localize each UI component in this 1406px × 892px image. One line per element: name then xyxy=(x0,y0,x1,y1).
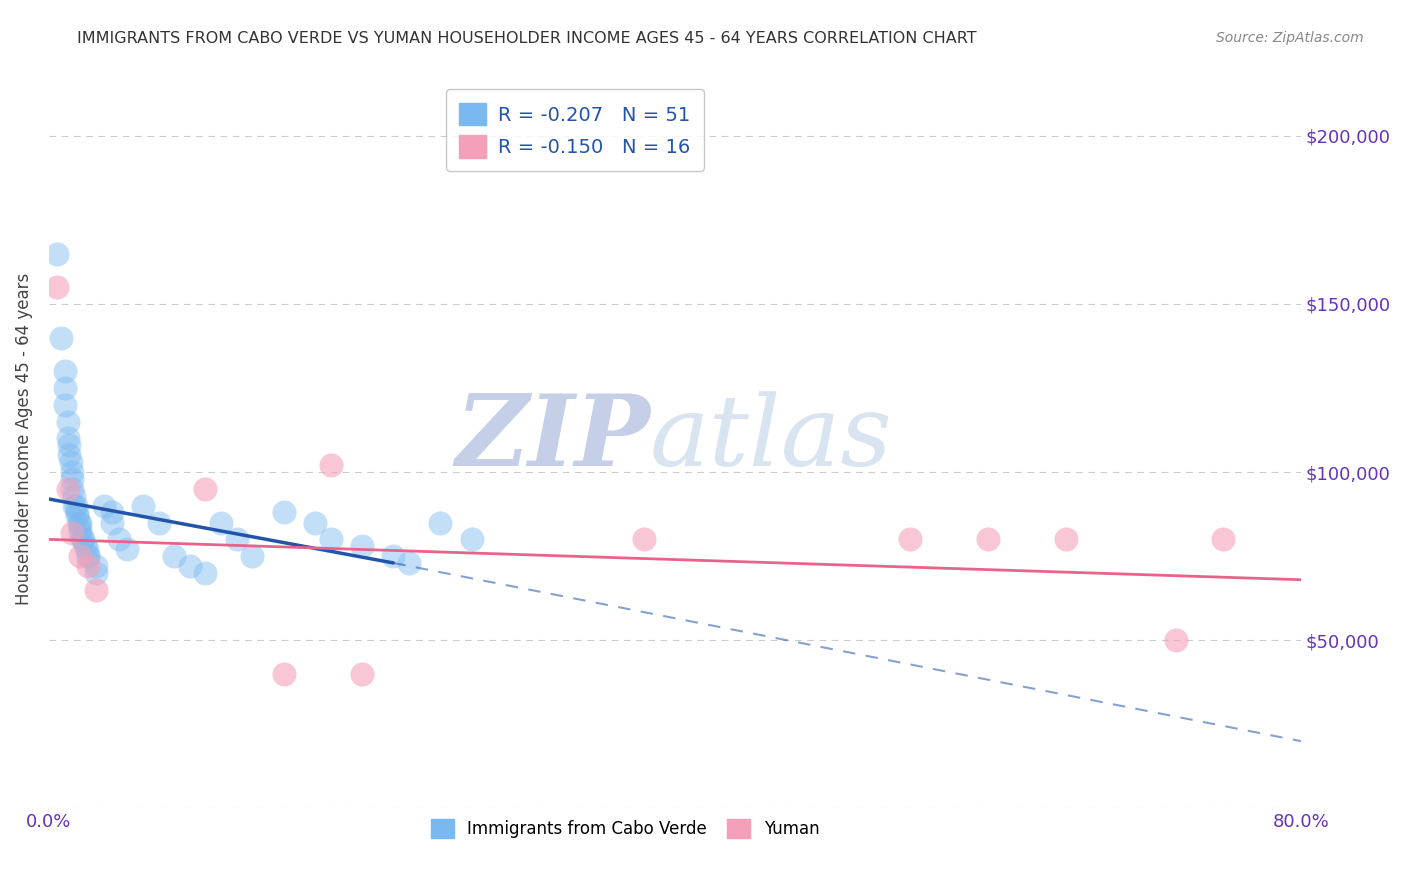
Point xyxy=(51,330,73,344)
Point xyxy=(77,559,100,574)
Point xyxy=(100,506,122,520)
Point xyxy=(1164,633,1187,648)
Point xyxy=(53,381,76,395)
Point xyxy=(58,448,80,462)
Point xyxy=(63,499,86,513)
Point xyxy=(65,499,87,513)
Point xyxy=(977,533,1000,547)
Point xyxy=(69,516,91,530)
Point xyxy=(62,482,84,496)
Point xyxy=(73,539,96,553)
Point xyxy=(59,455,82,469)
Point xyxy=(76,542,98,557)
Point xyxy=(56,432,79,446)
Point xyxy=(77,549,100,564)
Point xyxy=(77,549,100,564)
Point xyxy=(194,482,217,496)
Text: ZIP: ZIP xyxy=(456,390,650,487)
Point xyxy=(273,506,295,520)
Point xyxy=(273,667,295,681)
Point xyxy=(350,667,373,681)
Point xyxy=(84,559,107,574)
Point xyxy=(132,499,155,513)
Point xyxy=(225,533,247,547)
Point xyxy=(242,549,264,564)
Point xyxy=(53,398,76,412)
Point xyxy=(398,556,420,570)
Legend: Immigrants from Cabo Verde, Yuman: Immigrants from Cabo Verde, Yuman xyxy=(423,812,825,845)
Point xyxy=(53,364,76,378)
Point xyxy=(72,533,94,547)
Point xyxy=(58,438,80,452)
Point xyxy=(93,499,115,513)
Point xyxy=(69,522,91,536)
Point xyxy=(69,549,91,564)
Point xyxy=(460,533,482,547)
Point xyxy=(84,582,107,597)
Point xyxy=(62,472,84,486)
Point xyxy=(66,508,89,523)
Point xyxy=(633,533,655,547)
Text: Source: ZipAtlas.com: Source: ZipAtlas.com xyxy=(1216,31,1364,45)
Point xyxy=(62,525,84,540)
Point xyxy=(319,458,342,473)
Point xyxy=(1054,533,1077,547)
Point xyxy=(70,533,93,547)
Point xyxy=(63,489,86,503)
Text: atlas: atlas xyxy=(650,391,893,486)
Point xyxy=(209,516,232,530)
Point xyxy=(84,566,107,580)
Text: IMMIGRANTS FROM CABO VERDE VS YUMAN HOUSEHOLDER INCOME AGES 45 - 64 YEARS CORREL: IMMIGRANTS FROM CABO VERDE VS YUMAN HOUS… xyxy=(77,31,977,46)
Point xyxy=(382,549,405,564)
Point xyxy=(56,415,79,429)
Point xyxy=(179,559,201,574)
Point xyxy=(56,482,79,496)
Point xyxy=(108,533,131,547)
Point xyxy=(69,525,91,540)
Point xyxy=(304,516,326,530)
Point xyxy=(194,566,217,580)
Point xyxy=(115,542,138,557)
Point xyxy=(45,280,67,294)
Point xyxy=(62,465,84,479)
Point xyxy=(66,506,89,520)
Point xyxy=(429,516,451,530)
Point xyxy=(148,516,170,530)
Point xyxy=(1212,533,1234,547)
Point xyxy=(163,549,186,564)
Point xyxy=(100,516,122,530)
Y-axis label: Householder Income Ages 45 - 64 years: Householder Income Ages 45 - 64 years xyxy=(15,272,32,605)
Point xyxy=(898,533,921,547)
Point xyxy=(319,533,342,547)
Point xyxy=(45,246,67,260)
Point xyxy=(350,539,373,553)
Point xyxy=(67,516,90,530)
